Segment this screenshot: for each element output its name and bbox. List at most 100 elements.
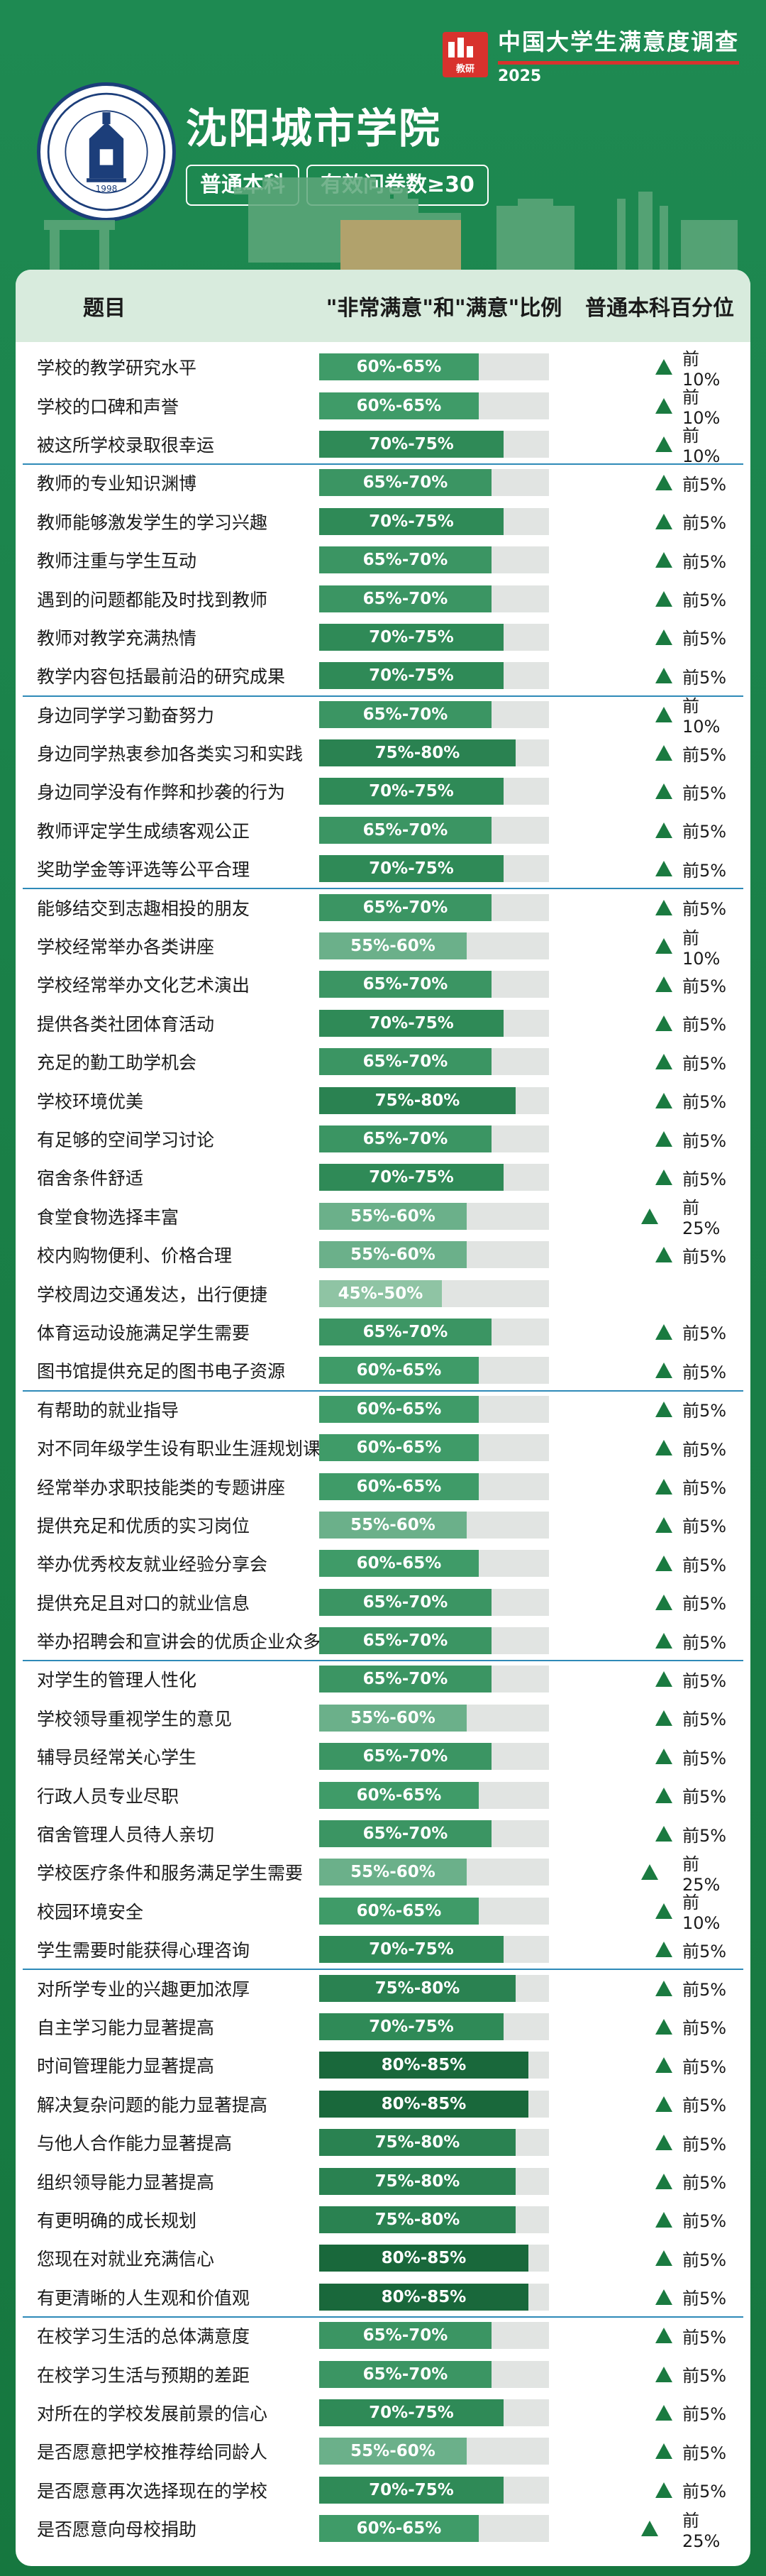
table-row: 辅导员经常关心学生 65%-70% 前5% — [16, 1737, 750, 1776]
percentile-cell: 前5% — [549, 586, 750, 611]
ratio-bar: 65%-70% — [319, 2360, 492, 2388]
ratio-bar: 55%-60% — [319, 1202, 467, 1230]
ratio-bar: 70%-75% — [319, 1164, 504, 1191]
table-row: 对所在的学校发展前景的信心 70%-75% 前5% — [16, 2394, 750, 2432]
question-text: 学校领导重视学生的意见 — [37, 1708, 233, 1729]
ratio-bar: 80%-85% — [319, 2052, 528, 2079]
question-text: 宿舍条件舒适 — [37, 1168, 144, 1189]
up-triangle-icon — [655, 745, 672, 761]
ratio-bar: 45%-50% — [319, 1279, 442, 1307]
question-text: 对所在的学校发展前景的信心 — [37, 2403, 268, 2424]
percentile-cell: 前5% — [549, 509, 750, 534]
table-row: 时间管理能力显著提高 80%-85% 前5% — [16, 2046, 750, 2084]
percentile-cell: 前5% — [549, 2439, 750, 2464]
up-triangle-icon — [655, 397, 672, 414]
ratio-bar: 65%-70% — [319, 1627, 492, 1655]
ratio-bar: 65%-70% — [319, 1666, 492, 1693]
percentile-cell: 前5% — [549, 470, 750, 495]
table-row: 是否愿意再次选择现在的学校 70%-75% 前5% — [16, 2470, 750, 2509]
up-triangle-icon — [655, 1903, 672, 1919]
ratio-bar: 60%-65% — [319, 1395, 479, 1423]
ratio-bar-track: 60%-65% — [319, 1550, 549, 1578]
table-body: 学校的教学研究水平 60%-65% 前10% 学校的口碑和声誉 60%-65% 前10% 被… — [16, 342, 750, 2551]
percentile-text: 前10% — [682, 1893, 721, 1934]
table-row: 学校的口碑和声誉 60%-65% 前10% — [16, 386, 750, 428]
ratio-bar-track: 80%-85% — [319, 2283, 549, 2311]
up-triangle-icon — [655, 1323, 672, 1340]
percentile-cell: 前5% — [549, 972, 750, 997]
up-triangle-icon — [655, 1671, 672, 1688]
up-triangle-icon — [655, 668, 672, 684]
up-triangle-icon — [655, 2018, 672, 2035]
question-text: 学校经常举办文化艺术演出 — [37, 975, 250, 996]
ratio-bar: 65%-70% — [319, 546, 492, 574]
percentile-text: 前5% — [682, 629, 727, 649]
percentile-cell: 前5% — [549, 1243, 750, 1267]
ratio-bar-track: 55%-60% — [319, 932, 549, 960]
ratio-bar: 70%-75% — [319, 2013, 504, 2040]
percentile-text: 前5% — [682, 976, 727, 996]
percentile-cell: 前5% — [549, 1127, 750, 1152]
percentile-cell: 前10% — [549, 422, 750, 466]
percentile-cell: 前5% — [549, 1744, 750, 1769]
percentile-cell: 前5% — [549, 2362, 750, 2387]
percentile-cell: 前5% — [549, 1011, 750, 1035]
ratio-bar: 55%-60% — [319, 1859, 467, 1886]
percentile-cell: 前5% — [549, 1050, 750, 1074]
ratio-bar: 70%-75% — [319, 2399, 504, 2426]
percentile-text: 前5% — [682, 822, 727, 842]
question-text: 与他人合作能力显著提高 — [37, 2133, 233, 2154]
percentile-text: 前5% — [682, 513, 727, 534]
percentile-cell: 前5% — [549, 1512, 750, 1537]
percentile-cell: 前5% — [549, 1705, 750, 1730]
ratio-bar-track: 60%-65% — [319, 1473, 549, 1500]
percentile-text: 前5% — [682, 590, 727, 611]
up-triangle-icon — [655, 783, 672, 800]
up-triangle-icon — [655, 706, 672, 722]
percentile-cell: 前5% — [549, 1436, 750, 1460]
table-row: 有更明确的成长规划 75%-80% 前5% — [16, 2201, 750, 2239]
table-row: 校内购物便利、价格合理 55%-60% 前5% — [16, 1235, 750, 1274]
ratio-bar: 65%-70% — [319, 893, 492, 921]
table-row: 学校医疗条件和服务满足学生需要 55%-60% 前25% — [16, 1853, 750, 1895]
up-triangle-icon — [655, 2250, 672, 2267]
table-row: 食堂食物选择丰富 55%-60% 前25% — [16, 1197, 750, 1238]
percentile-text: 前5% — [682, 551, 727, 572]
question-text: 学生需要时能获得心理咨询 — [37, 1940, 250, 1961]
table-row: 奖助学金等评选等公平合理 70%-75% 前5% — [16, 849, 750, 888]
percentile-cell: 前25% — [549, 1850, 750, 1895]
ratio-bar-track: 65%-70% — [319, 2360, 549, 2388]
ratio-bar: 60%-65% — [319, 392, 479, 419]
up-triangle-icon — [655, 2135, 672, 2151]
question-text: 教师评定学生成绩客观公正 — [37, 820, 250, 842]
percentile-text: 前10% — [682, 387, 721, 429]
percentile-text: 前5% — [682, 474, 727, 495]
ratio-bar: 70%-75% — [319, 855, 504, 883]
ratio-bar-track: 65%-70% — [319, 700, 549, 728]
percentile-cell: 前5% — [549, 2169, 750, 2194]
ratio-bar-track: 75%-80% — [319, 1086, 549, 1114]
up-triangle-icon — [655, 861, 672, 877]
percentile-text: 前5% — [682, 1748, 727, 1768]
up-triangle-icon — [655, 976, 672, 993]
percentile-text: 前5% — [682, 2134, 727, 2154]
table-row: 提供各类社团体育活动 70%-75% 前5% — [16, 1004, 750, 1042]
ratio-bar-track: 70%-75% — [319, 2476, 549, 2504]
up-triangle-icon — [655, 1633, 672, 1649]
percentile-cell: 前5% — [549, 1319, 750, 1344]
ratio-bar-track: 65%-70% — [319, 1048, 549, 1076]
ratio-bar: 75%-80% — [319, 2206, 516, 2233]
ratio-bar-track: 60%-65% — [319, 1781, 549, 1809]
ratio-bar-track: 65%-70% — [319, 1743, 549, 1771]
percentile-cell: 前5% — [549, 2207, 750, 2232]
percentile-cell: 前5% — [549, 2284, 750, 2309]
percentile-text: 前10% — [682, 426, 721, 467]
ratio-bar: 70%-75% — [319, 430, 504, 458]
up-triangle-icon — [655, 359, 672, 375]
ratio-bar: 60%-65% — [319, 1434, 479, 1462]
ratio-bar-track: 60%-65% — [319, 392, 549, 419]
university-seal: 1998 — [37, 82, 176, 221]
percentile-text: 前25% — [682, 2510, 721, 2551]
question-text: 身边同学热衷参加各类实习和实践 — [37, 744, 304, 765]
up-triangle-icon — [655, 899, 672, 915]
